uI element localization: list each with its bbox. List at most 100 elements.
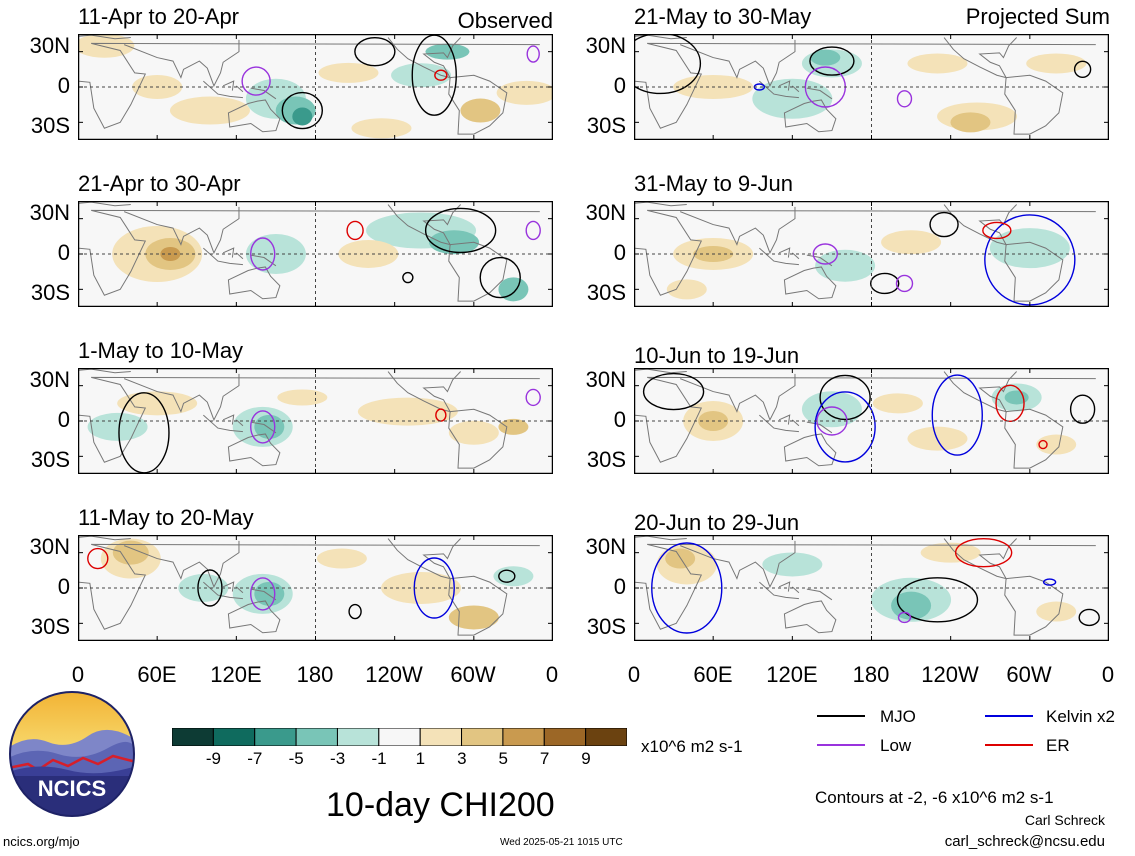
anomaly-shade: [351, 118, 412, 139]
lon-label-left-1: 0: [71, 662, 85, 687]
projected-sum-label: Projected Sum: [965, 4, 1110, 29]
colorbar-tick-10: 9: [581, 749, 591, 768]
lon-label-right-2: 60E: [693, 662, 733, 687]
map-panel-left-3: [78, 368, 553, 474]
lat-label-left-1-2: 0: [57, 73, 70, 98]
colorbar-swatch-7: [419, 728, 463, 746]
mjo-contour: [869, 272, 900, 295]
asia-outline: [679, 39, 796, 88]
low-contour: [241, 66, 271, 96]
asia-outline: [123, 540, 240, 589]
colorbar-tick-3: -5: [288, 749, 304, 768]
australia-outline: [783, 99, 837, 133]
lon-label-left-7: 0: [545, 662, 559, 687]
map-frame: [634, 201, 1109, 307]
er-contour: [434, 69, 448, 81]
europe-outline: [634, 34, 687, 40]
lat-label-right-1-3: 30S: [586, 113, 626, 138]
maritime-continent-outline: [203, 414, 277, 434]
shading-layer: [78, 34, 553, 139]
lat-label-right-1-2: 0: [613, 73, 626, 98]
south-america-outline: [448, 408, 508, 469]
lon-label-right-4: 180: [852, 662, 890, 687]
panel-title-left-3: 1-May to 10-May: [78, 338, 244, 363]
mjo-contour: [402, 271, 414, 284]
australia-outline: [783, 600, 837, 634]
map-panel-right-4: [634, 535, 1109, 641]
europe-outline: [634, 535, 687, 541]
footer-url[interactable]: ncics.org/mjo: [3, 834, 80, 849]
map-panel-left-2: [78, 201, 553, 307]
map-frame: [78, 535, 553, 641]
mjo-contour: [479, 256, 521, 299]
lat-label-left-4-1: 30N: [29, 534, 70, 559]
kelvin-contour: [931, 374, 983, 456]
lon-label-left-6: 60W: [450, 662, 496, 687]
low-contour: [250, 237, 276, 271]
colorbar-tick-9: 7: [539, 749, 550, 768]
map-frame: [634, 535, 1109, 641]
north-america-outline: [943, 204, 1017, 246]
lat-label-right-2-2: 0: [613, 240, 626, 265]
anomaly-shade: [178, 574, 229, 602]
anomaly-shade: [425, 43, 470, 60]
asia-outline: [679, 540, 796, 589]
er-contour: [87, 547, 109, 570]
low-contour: [526, 45, 540, 63]
anomaly-shade: [920, 542, 981, 563]
footer-timestamp: Wed 2025-05-21 1015 UTC: [500, 837, 623, 848]
anomaly-shade: [881, 230, 942, 255]
map-frame: [78, 34, 553, 140]
kelvin-contour: [651, 542, 723, 634]
low-contour: [897, 611, 912, 624]
south-america-outline: [448, 74, 508, 135]
legend-kelvin-label: Kelvin x2: [1046, 707, 1115, 726]
lat-label-left-4-2: 0: [57, 574, 70, 599]
lat-label-right-2-1: 30N: [585, 200, 626, 225]
anomaly-shade: [112, 540, 149, 565]
europe-outline: [78, 368, 131, 374]
anomaly-shade: [318, 62, 379, 83]
mjo-contour: [354, 36, 396, 67]
lat-label-right-4-2: 0: [613, 574, 626, 599]
anomaly-shade: [815, 249, 876, 282]
er-contour: [1038, 439, 1048, 450]
australia-outline: [227, 99, 281, 133]
kelvin-contour: [814, 391, 876, 463]
colorbar-units: x10^6 m2 s-1: [641, 737, 743, 756]
asia-outline: [123, 206, 240, 255]
anomaly-shade: [460, 98, 501, 123]
africa-outline: [634, 376, 1096, 463]
panel-title-right-3: 10-Jun to 19-Jun: [634, 343, 800, 368]
lat-label-right-4-1: 30N: [585, 534, 626, 559]
map-panel-right-2: [634, 201, 1109, 307]
anomaly-shade: [245, 234, 306, 274]
maritime-continent-outline: [759, 414, 833, 434]
line-legend: [817, 715, 1033, 746]
lon-label-left-2: 60E: [137, 662, 177, 687]
contours-note: Contours at -2, -6 x10^6 m2 s-1: [815, 788, 1054, 807]
north-america-outline: [387, 538, 461, 580]
lon-label-right-3: 120E: [766, 662, 818, 687]
lat-label-left-1-3: 30S: [30, 113, 70, 138]
colorbar-tick-6: 1: [415, 749, 426, 768]
low-contour: [525, 388, 541, 407]
north-america-outline: [943, 371, 1017, 413]
africa-outline: [634, 42, 1096, 129]
lon-label-left-5: 120W: [365, 662, 423, 687]
mjo-contour: [819, 374, 871, 421]
north-america-outline: [943, 37, 1017, 79]
anomaly-shade: [292, 107, 313, 126]
anomaly-shade: [1036, 434, 1077, 455]
colorbar-swatch-5: [336, 728, 380, 746]
low-contour: [525, 220, 541, 241]
author-email[interactable]: carl_schreck@ncsu.edu: [944, 833, 1105, 850]
maritime-continent-outline: [203, 581, 277, 601]
anomaly-shade: [448, 420, 499, 445]
australia-outline: [783, 433, 837, 467]
anomaly-shade: [810, 49, 841, 66]
south-america-outline: [1004, 74, 1064, 135]
asia-outline: [679, 373, 796, 422]
low-contour: [812, 243, 839, 265]
low-contour: [895, 274, 914, 293]
